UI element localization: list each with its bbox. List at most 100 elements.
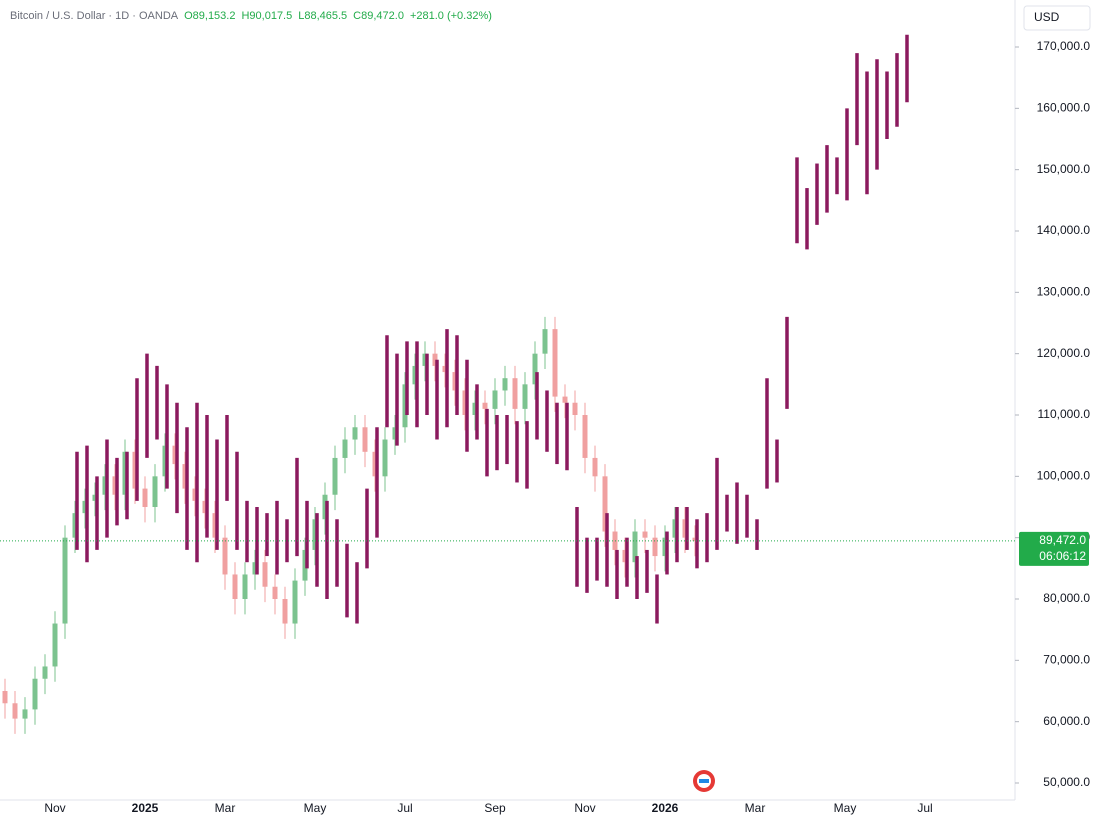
candle-body [92,494,98,501]
candle-body [682,519,688,538]
candle-body [512,378,518,409]
candle-body [172,445,178,465]
candle-body [112,476,118,495]
candle-body [312,519,318,550]
candle-body [422,353,428,366]
candle-body [582,415,588,458]
candle-body [562,396,568,403]
candle-body [262,562,268,587]
candle-body [522,384,528,409]
logo [693,770,715,792]
x-tick-label: Mar [215,801,236,815]
y-tick-label: 70,000.0 [1043,653,1090,667]
x-tick-label: Mar [745,801,766,815]
y-tick-label: 80,000.0 [1043,591,1090,605]
x-tick-label: Nov [44,801,65,815]
last-price-tag [1019,531,1089,566]
x-tick-label: May [304,801,327,815]
y-tick-label: 50,000.0 [1043,775,1090,789]
candle-body [672,519,678,538]
y-tick-label: 130,000.0 [1037,285,1091,299]
candle-body [392,427,398,440]
candle-body [492,390,498,409]
x-tick-label: 2025 [132,801,159,815]
candle-body [622,549,628,563]
candle-body [272,586,278,599]
x-tick-label: Jul [397,801,412,815]
candle-body [652,537,658,557]
candle-body [302,549,308,581]
y-tick-label: 60,000.0 [1043,714,1090,728]
candle-body [362,427,368,452]
candle-body [402,384,408,428]
candle-body [462,390,468,415]
candle-body [502,378,508,391]
candle-body [332,457,338,495]
candle-body [292,580,298,624]
x-tick-label: May [834,801,857,815]
ohlc-value: +281.0 (+0.32%) [410,10,492,22]
y-tick-label: 100,000.0 [1037,469,1091,483]
candle-body [182,464,188,489]
candle-body [572,402,578,415]
candle-body [52,623,58,667]
candle-body [632,531,638,563]
candle-body [72,513,78,538]
candle-body [32,678,38,710]
ohlc-value: L88,465.5 [298,10,347,22]
y-tick-label: 150,000.0 [1037,162,1091,176]
ohlc-value: C89,472.0 [353,10,404,22]
ohlc-value: O89,153.2 [184,10,235,22]
last-price-label: 89,472.0 [1039,533,1086,547]
currency[interactable]: USD [1034,10,1060,24]
candle-body [162,445,168,477]
candle-body [532,353,538,385]
candle-body [102,476,108,495]
y-tick-label: 160,000.0 [1037,101,1091,115]
candle-body [662,537,668,557]
candle-body [22,709,28,719]
candle-body [382,439,388,477]
x-tick-label: 2026 [652,801,679,815]
candle-body [552,329,558,397]
candle-body [342,439,348,458]
y-tick-label: 120,000.0 [1037,346,1091,360]
candle-body [152,476,158,507]
candle-body [352,427,358,440]
candle-body [82,500,88,514]
x-tick-label: Nov [574,801,595,815]
candle-body [132,451,138,489]
candle-body [192,488,198,501]
candle-body [642,531,648,538]
y-tick-label: 110,000.0 [1038,407,1091,421]
candle-body [692,537,698,541]
countdown: 06:06:12 [1039,549,1086,563]
candle-body [372,451,378,477]
currency-box[interactable] [1023,5,1091,31]
candle-body [432,353,438,366]
candle-body [2,691,8,704]
candle-body [122,451,128,495]
candle-body [452,372,458,391]
candle-body [242,574,248,599]
x-tick-label: Jul [917,801,932,815]
candle-body [482,402,488,409]
candle-body [202,500,208,514]
candle-body [252,562,258,575]
candle-body [212,513,218,538]
candle-body [42,666,48,679]
plot [2,34,909,734]
candle-body [322,494,328,520]
candle-body [12,703,18,719]
candle-body [62,537,68,624]
candle-body [222,537,228,575]
candle-body [142,488,148,507]
candle-body [542,329,548,354]
chart-title: Bitcoin / U.S. Dollar · 1D · OANDA [10,10,179,22]
candle-body [442,365,448,373]
x-tick-label: Sep [484,801,506,815]
candle-body [592,457,598,477]
candle-body [472,402,478,415]
